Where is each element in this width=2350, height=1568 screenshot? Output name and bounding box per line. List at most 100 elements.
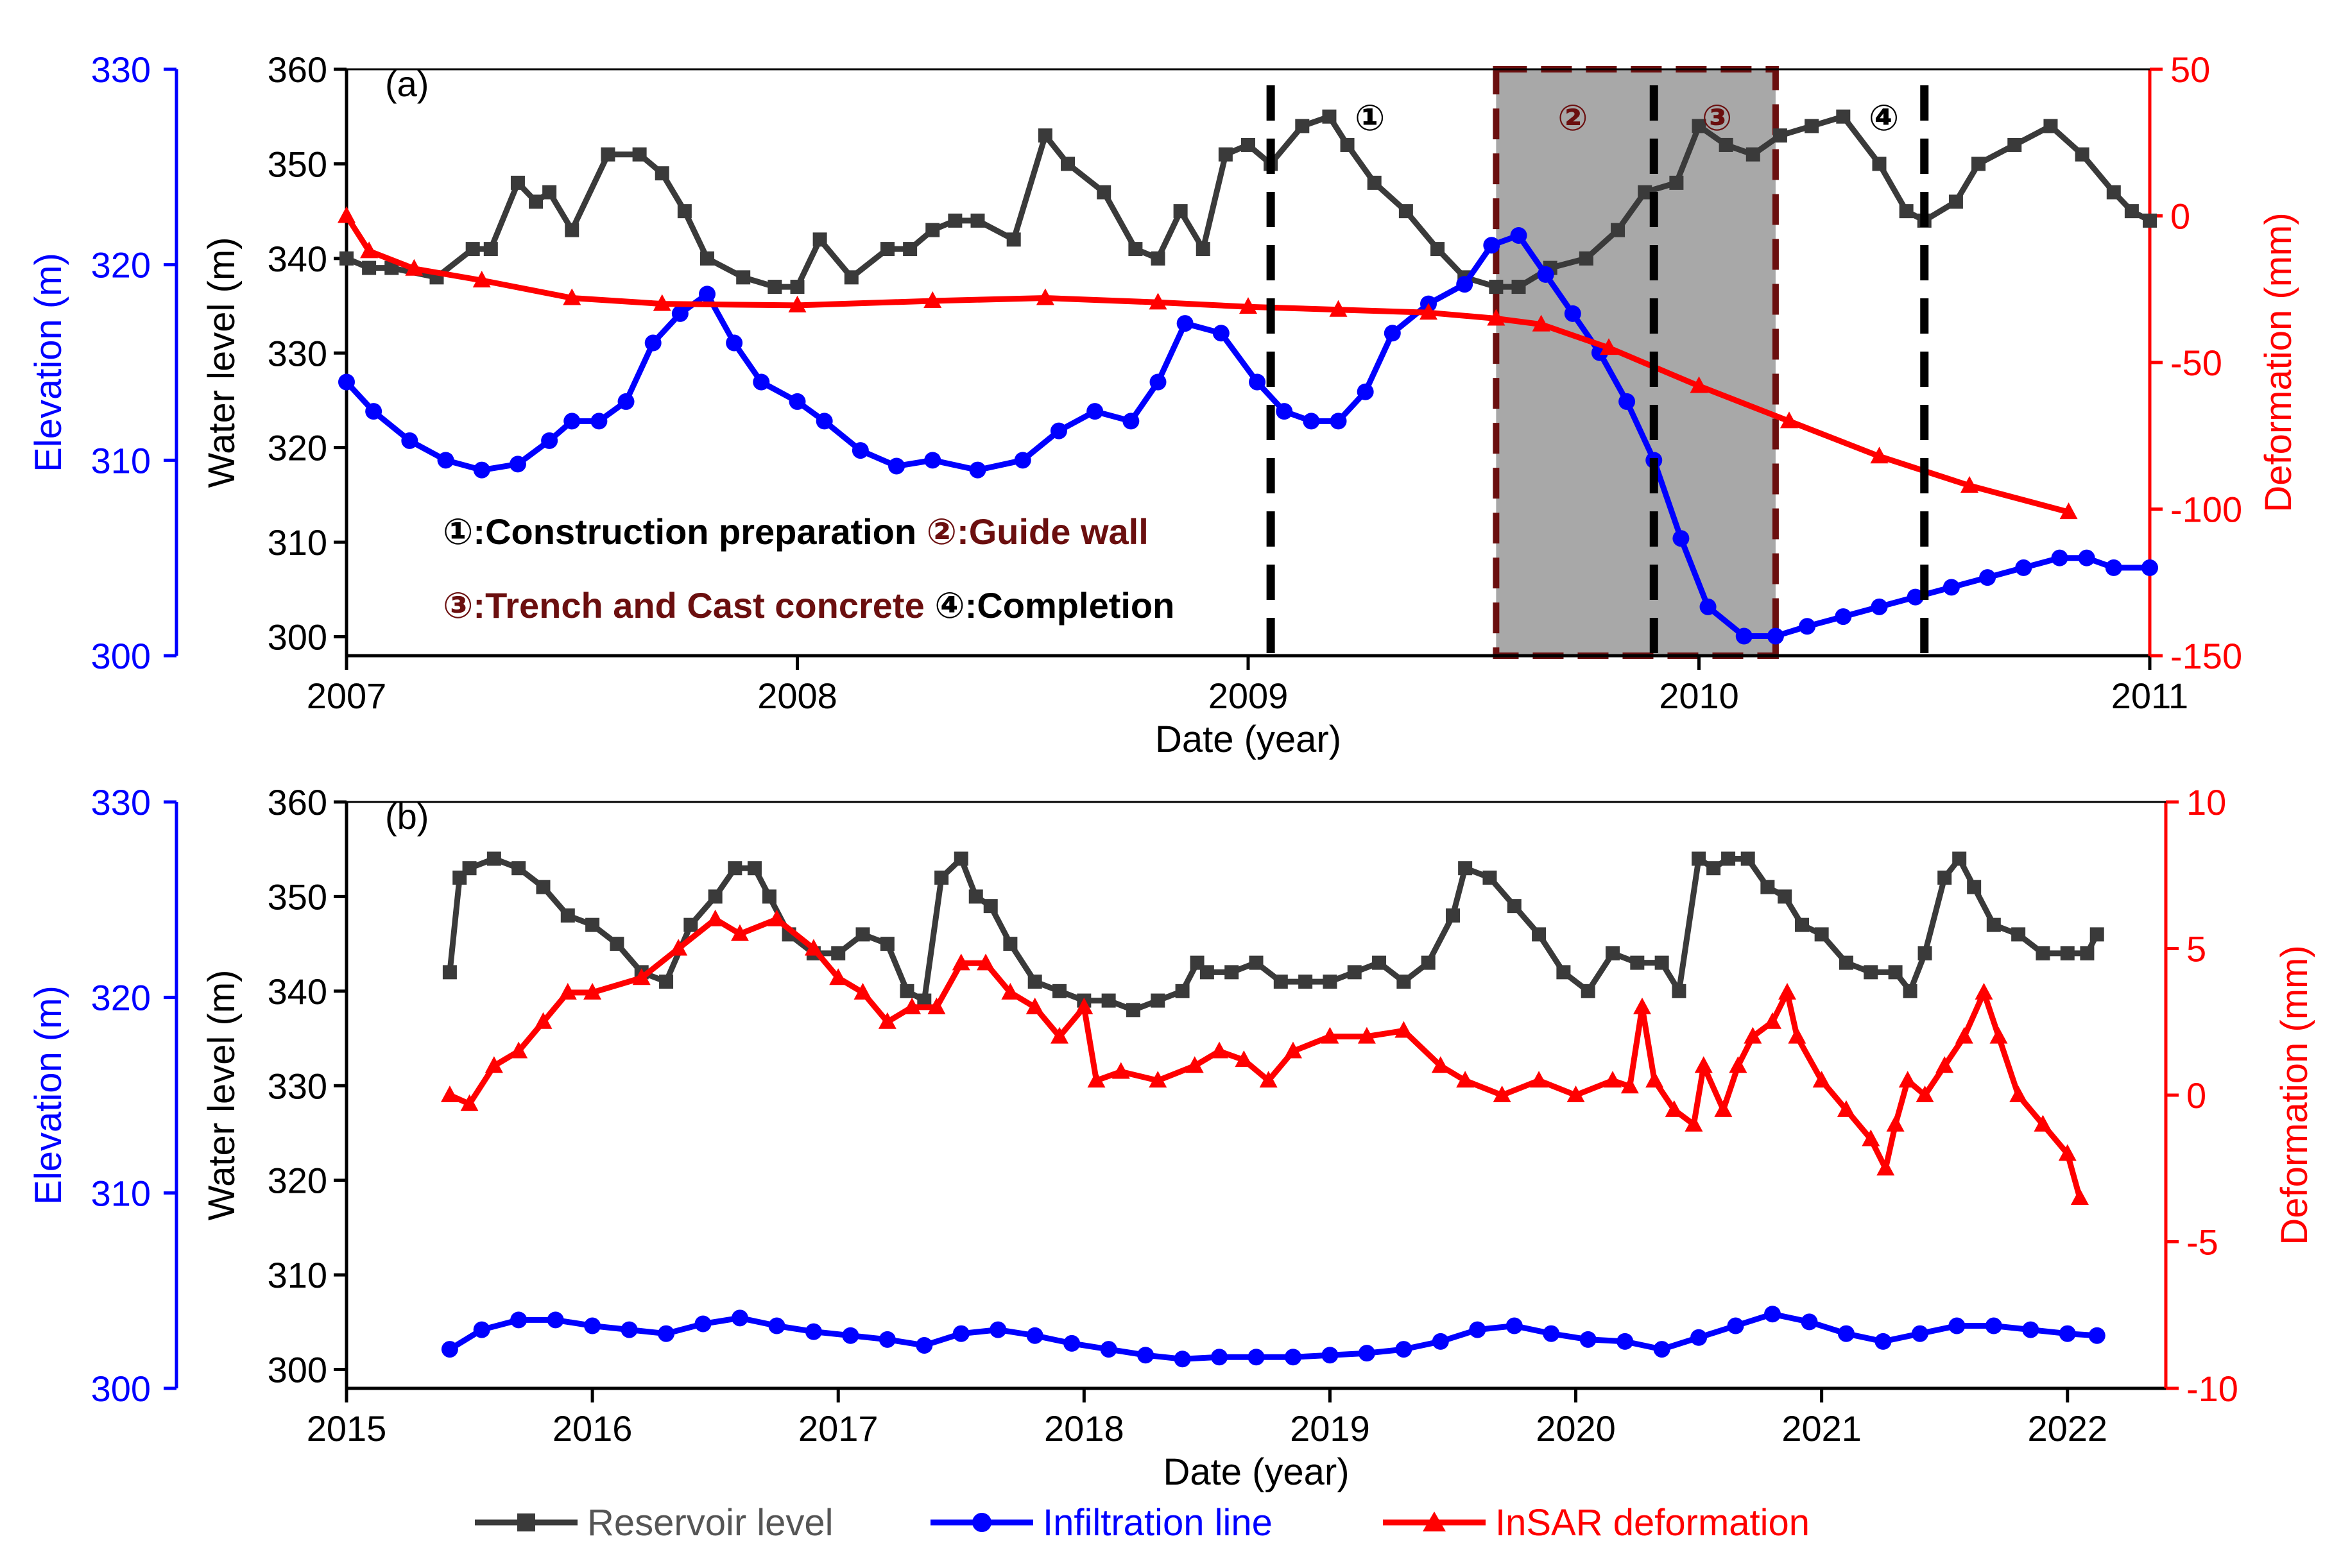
data-point-reservoir xyxy=(510,175,525,190)
data-point-infiltration xyxy=(1137,1347,1154,1364)
data-point-reservoir xyxy=(1372,955,1387,970)
data-point-reservoir xyxy=(1347,965,1362,980)
water-level-tick-label: 320 xyxy=(268,428,327,468)
data-point-insar xyxy=(1876,1159,1895,1176)
series-line-elevation xyxy=(447,1311,2100,1362)
data-point-reservoir xyxy=(1038,128,1052,143)
data-point-reservoir xyxy=(983,899,998,914)
data-point-infiltration xyxy=(2141,559,2158,576)
data-point-infiltration xyxy=(1284,1349,1301,1366)
data-point-reservoir xyxy=(536,880,551,894)
data-point-reservoir xyxy=(1669,175,1684,190)
data-point-infiltration xyxy=(1505,1317,1523,1334)
data-point-insar xyxy=(1788,1027,1806,1044)
data-point-reservoir xyxy=(2080,946,2095,960)
water-level-axis-title: Water level (m) xyxy=(201,970,243,1221)
x-tick-label: 2019 xyxy=(1290,1408,1370,1449)
data-point-insar xyxy=(1532,314,1550,332)
data-point-reservoir xyxy=(900,984,914,998)
data-point-reservoir xyxy=(339,251,354,266)
legend-item-reservoir: Reservoir level xyxy=(475,1502,834,1544)
data-point-reservoir xyxy=(1482,870,1497,885)
data-point-insar xyxy=(1812,1071,1831,1088)
legend-label-reservoir: Reservoir level xyxy=(587,1502,834,1544)
data-point-reservoir xyxy=(1507,899,1522,914)
data-point-infiltration xyxy=(842,1327,859,1344)
data-point-insar xyxy=(1633,997,1651,1014)
data-point-insar xyxy=(653,294,671,311)
data-point-insar xyxy=(1051,1027,1069,1044)
data-point-insar xyxy=(1729,1056,1747,1073)
data-point-reservoir xyxy=(1003,937,1018,951)
data-point-reservoir xyxy=(585,917,600,932)
data-point-insar xyxy=(1886,1114,1905,1132)
panel-tag: (b) xyxy=(385,796,429,837)
x-tick-label: 2017 xyxy=(798,1408,879,1449)
data-point-reservoir xyxy=(1323,975,1337,989)
data-point-infiltration xyxy=(1767,627,1784,645)
data-point-reservoir xyxy=(880,242,895,257)
data-point-infiltration xyxy=(805,1323,822,1340)
elevation-tick-label: 300 xyxy=(91,1368,151,1409)
panel-b: 2015 2016 2017 2018 2019 2020 2021 2022 Date (ye… xyxy=(28,782,2315,1493)
data-point-reservoir xyxy=(362,260,377,275)
water-level-tick-label: 300 xyxy=(268,617,327,658)
data-point-reservoir xyxy=(1151,993,1165,1008)
data-point-reservoir xyxy=(948,213,963,228)
data-point-infiltration xyxy=(1122,413,1140,430)
data-point-reservoir xyxy=(1458,861,1473,876)
data-point-reservoir xyxy=(1151,251,1165,266)
data-point-insar xyxy=(460,1094,479,1111)
data-point-reservoir xyxy=(1839,955,1853,970)
data-point-reservoir xyxy=(1864,965,1878,980)
data-point-insar xyxy=(788,295,807,312)
deformation-tick-label: -50 xyxy=(2170,343,2222,383)
stage-marker: ③ xyxy=(1702,98,1732,138)
data-point-insar xyxy=(1714,1100,1733,1117)
data-point-reservoir xyxy=(1967,880,1982,894)
data-point-infiltration xyxy=(1948,1317,1966,1334)
x-tick-label: 2008 xyxy=(757,676,837,716)
data-point-infiltration xyxy=(1835,608,1852,626)
data-point-infiltration xyxy=(1672,530,1690,547)
x-tick-label: 2009 xyxy=(1208,676,1289,716)
data-point-infiltration xyxy=(2059,1325,2076,1342)
data-point-insar xyxy=(1665,1100,1683,1117)
data-point-insar xyxy=(2070,1188,2089,1205)
data-point-infiltration xyxy=(1176,315,1194,332)
data-point-reservoir xyxy=(1224,965,1239,980)
data-point-infiltration xyxy=(699,285,716,303)
water-level-tick-label: 360 xyxy=(268,49,327,90)
data-point-reservoir xyxy=(1097,185,1111,200)
data-point-reservoir xyxy=(632,147,647,162)
x-axis-title: Date (year) xyxy=(1163,1451,1349,1493)
stage-shaded-box xyxy=(1493,66,1779,659)
stage-legend-part: ②:Guide wall xyxy=(916,511,1149,552)
data-point-insar xyxy=(563,288,581,305)
data-point-insar xyxy=(1744,1027,1762,1044)
data-point-infiltration xyxy=(1026,1327,1043,1344)
data-point-infiltration xyxy=(789,393,806,410)
data-point-infiltration xyxy=(1510,226,1527,244)
data-point-infiltration xyxy=(888,457,905,475)
data-point-reservoir xyxy=(934,870,949,885)
x-tick-label: 2010 xyxy=(1659,676,1739,716)
data-point-infiltration xyxy=(1690,1329,1708,1346)
data-point-infiltration xyxy=(1537,266,1554,283)
data-point-reservoir xyxy=(1273,975,1288,989)
data-point-infiltration xyxy=(621,1321,638,1338)
data-point-reservoir xyxy=(747,861,762,876)
data-point-infiltration xyxy=(1063,1334,1081,1352)
data-point-reservoir xyxy=(1175,984,1190,998)
water-level-tick-label: 300 xyxy=(268,1350,327,1390)
data-point-insar xyxy=(1185,1056,1204,1073)
deformation-axis-title: Deformation (mm) xyxy=(2258,212,2299,512)
legend-label-insar: InSAR deformation xyxy=(1495,1502,1810,1544)
data-point-insar xyxy=(1036,288,1054,305)
data-point-insar xyxy=(977,953,995,971)
data-point-infiltration xyxy=(1911,1325,1928,1342)
data-point-reservoir xyxy=(483,242,498,257)
data-point-insar xyxy=(1620,1077,1639,1094)
x-tick-label: 2011 xyxy=(2111,676,2188,716)
data-point-infiltration xyxy=(694,1315,712,1333)
